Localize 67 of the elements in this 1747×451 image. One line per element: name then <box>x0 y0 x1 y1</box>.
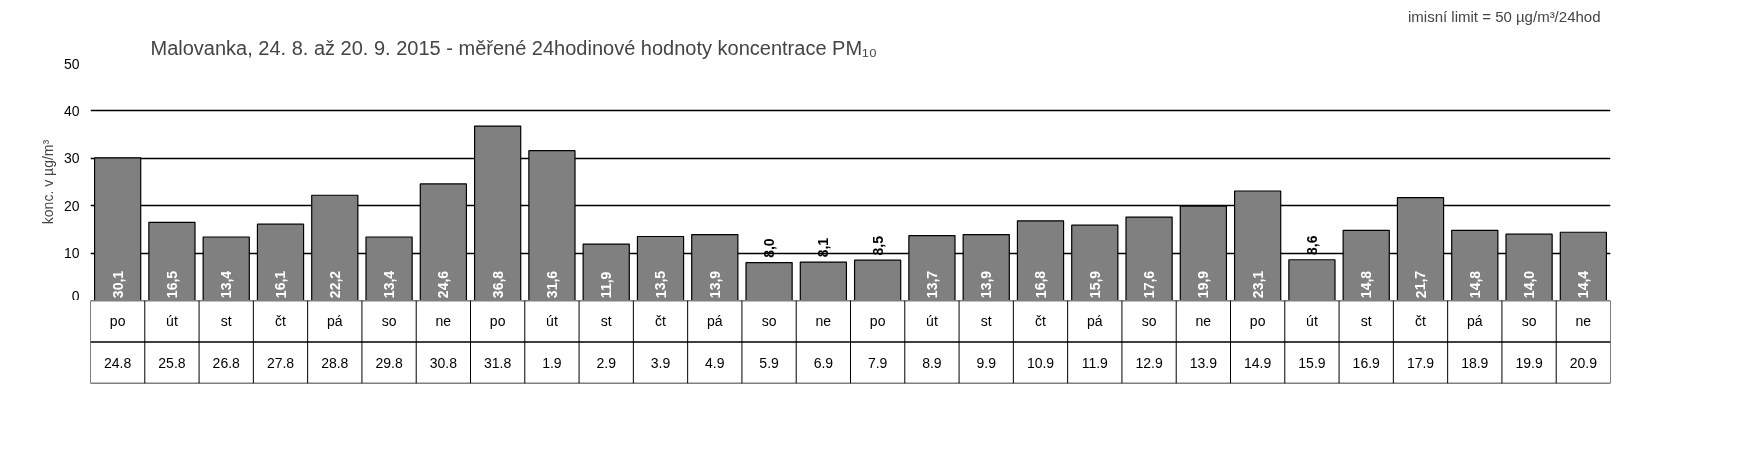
data-label: 21,7 <box>1412 270 1429 299</box>
data-label: 23,1 <box>1249 270 1266 299</box>
category-label: po 31.8 <box>484 313 512 371</box>
category-label: ne 30.8 <box>429 313 457 371</box>
category-label: út 8.9 <box>922 313 942 371</box>
data-label: 31,6 <box>543 270 560 299</box>
data-label: 30,1 <box>109 270 126 299</box>
category-label: út 1.9 <box>542 313 562 371</box>
category-label: so 19.9 <box>1515 313 1543 371</box>
data-label: 15,9 <box>1086 270 1103 299</box>
category-label: po 24.8 <box>104 313 132 371</box>
category-label: ne 20.9 <box>1569 313 1597 371</box>
text: imisní limit = 50 µg/m³/24hod <box>1408 7 1601 25</box>
y-axis-title: konc. v µg/m³ <box>39 139 56 225</box>
bar <box>799 261 848 300</box>
category-label: ne 6.9 <box>813 313 834 371</box>
category-label: pá 11.9 <box>1081 313 1108 371</box>
y-tick-label: 30 <box>63 150 80 167</box>
category-label: čt 10.9 <box>1026 313 1055 371</box>
category-label: st 9.9 <box>976 313 996 371</box>
data-label: 22,2 <box>326 270 343 299</box>
category-label: čt 3.9 <box>650 313 671 371</box>
data-label: 14,4 <box>1575 270 1592 299</box>
category-label: pá 18.9 <box>1461 313 1489 371</box>
category-label: po 7.9 <box>867 313 888 371</box>
data-label: 16,8 <box>1032 270 1049 299</box>
chart-title: Malovanka, 24. 8. až 20. 9. 2015 - měřené 24hodinové hodnoty koncentrace PM₁₀ <box>150 36 878 59</box>
data-label: 14,8 <box>1466 270 1483 299</box>
category-label: ne 13.9 <box>1189 313 1217 371</box>
data-label: 19,9 <box>1195 270 1212 299</box>
data-label: 16,5 <box>163 270 180 299</box>
y-tick-label: 50 <box>63 55 80 72</box>
y-tick-label: 10 <box>63 245 80 262</box>
data-label: 11,9 <box>598 271 615 299</box>
y-tick-label: 40 <box>63 102 80 119</box>
category-label: pá 28.8 <box>321 313 349 371</box>
y-tick-label: 0 <box>71 287 80 304</box>
data-label: 13,4 <box>381 270 398 299</box>
data-label: 13,9 <box>706 270 723 299</box>
bar <box>1288 259 1336 300</box>
category-label: út 25.8 <box>158 313 186 371</box>
category-label: st 2.9 <box>596 313 616 371</box>
category-label: so 29.8 <box>375 313 403 371</box>
data-label: 14,0 <box>1521 270 1538 299</box>
bar <box>853 259 902 300</box>
data-label: 36,8 <box>489 270 506 299</box>
bar <box>745 261 793 300</box>
data-label: 13,5 <box>652 270 669 299</box>
data-label: 8,0 <box>761 238 778 258</box>
category-label: so 5.9 <box>759 313 779 371</box>
category-label: st 16.9 <box>1352 313 1380 371</box>
data-label: 13,4 <box>218 270 235 299</box>
data-label: 13,9 <box>978 270 995 299</box>
category-label: čt 17.9 <box>1406 313 1435 371</box>
data-label: 13,7 <box>923 270 940 299</box>
category-label: út 15.9 <box>1298 313 1326 371</box>
data-label: 24,6 <box>435 270 452 299</box>
data-label: 14,8 <box>1358 270 1375 299</box>
category-label: po 14.9 <box>1244 313 1272 371</box>
category-label: pá 4.9 <box>705 313 725 371</box>
category-label: st 26.8 <box>212 313 240 371</box>
category-label: čt 27.8 <box>266 313 295 371</box>
data-label: 8,1 <box>815 237 832 258</box>
y-tick-label: 20 <box>63 197 80 214</box>
data-label: 17,6 <box>1141 270 1158 299</box>
data-label: 16,1 <box>272 270 289 299</box>
category-label: so 12.9 <box>1135 313 1163 371</box>
